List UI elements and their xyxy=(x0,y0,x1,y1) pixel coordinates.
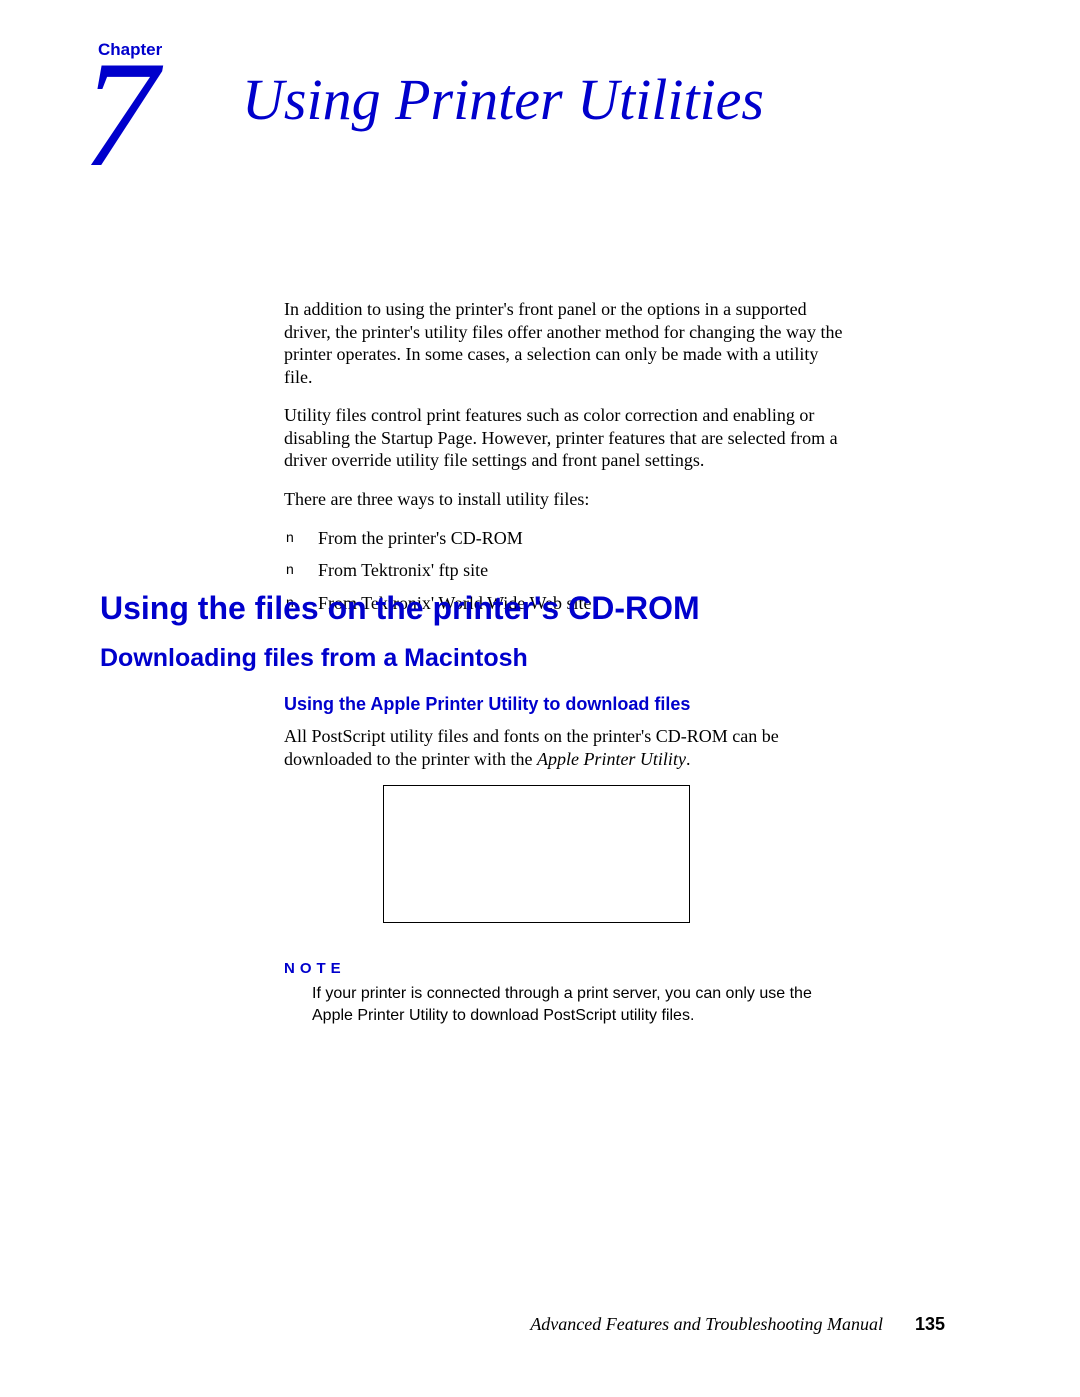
placeholder-image-box xyxy=(383,785,690,923)
intro-block: In addition to using the printer's front… xyxy=(284,298,844,623)
chapter-number: 7 xyxy=(82,38,158,190)
page-footer: Advanced Features and Troubleshooting Ma… xyxy=(530,1314,945,1335)
note-text: If your printer is connected through a p… xyxy=(284,983,822,1026)
intro-paragraph-3: There are three ways to install utility … xyxy=(284,488,844,511)
section-heading-1: Using the files on the printer's CD-ROM xyxy=(100,590,700,627)
bullet-marker: n xyxy=(284,558,304,582)
bullet-text: From Tektronix' ftp site xyxy=(304,558,844,582)
footer-title: Advanced Features and Troubleshooting Ma… xyxy=(530,1314,883,1335)
page: Chapter 7 Using Printer Utilities In add… xyxy=(0,0,1080,1397)
text-run: . xyxy=(686,749,691,769)
intro-paragraph-1: In addition to using the printer's front… xyxy=(284,298,844,388)
text-run: All PostScript utility files and fonts o… xyxy=(284,726,779,769)
note-block: NOTE If your printer is connected throug… xyxy=(284,960,844,1026)
footer-page-number: 135 xyxy=(915,1314,945,1335)
section-heading-2: Downloading files from a Macintosh xyxy=(100,644,528,673)
section-heading-3: Using the Apple Printer Utility to downl… xyxy=(284,694,844,715)
text-run-italic: Apple Printer Utility xyxy=(537,749,686,769)
bullet-text: From the printer's CD-ROM xyxy=(304,526,844,550)
chapter-title: Using Printer Utilities xyxy=(242,68,764,132)
subsection-paragraph: All PostScript utility files and fonts o… xyxy=(284,725,844,770)
subsection-block: Using the Apple Printer Utility to downl… xyxy=(284,694,844,770)
intro-paragraph-2: Utility files control print features suc… xyxy=(284,404,844,472)
note-label: NOTE xyxy=(284,960,844,977)
list-item: n From Tektronix' ftp site xyxy=(284,558,844,582)
bullet-marker: n xyxy=(284,526,304,550)
list-item: n From the printer's CD-ROM xyxy=(284,526,844,550)
